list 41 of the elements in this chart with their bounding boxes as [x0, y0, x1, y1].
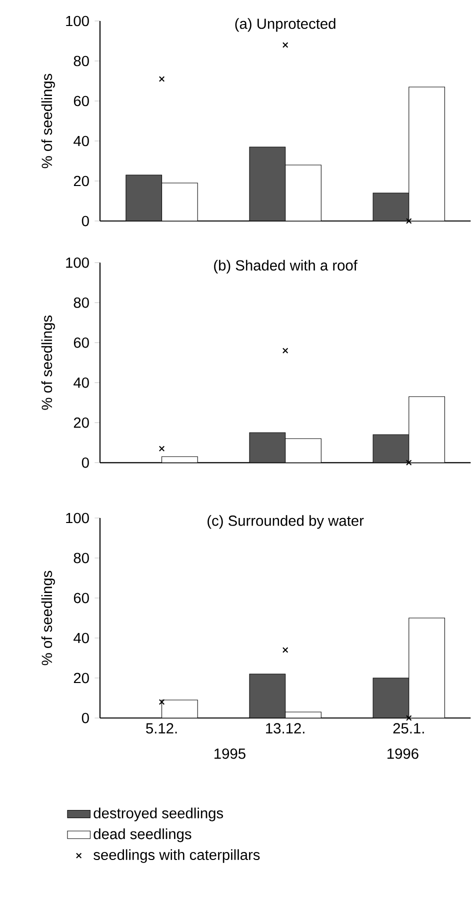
point [406, 460, 412, 466]
y-tick-label: 80 [74, 56, 89, 66]
y-tick-label: 20 [74, 176, 89, 186]
y-axis-title: % of seedlings [41, 74, 55, 168]
y-tick-label: 40 [74, 632, 89, 644]
y-axis-title: % of seedlings [41, 316, 55, 410]
x-tick-label: 5.12. [146, 723, 177, 734]
point [282, 42, 288, 48]
point [406, 218, 412, 224]
y-tick-label: 80 [74, 297, 89, 308]
y-tick-label: 100 [66, 257, 89, 268]
y-tick-label: 20 [74, 672, 89, 684]
legend-label: seedlings with caterpillars [94, 849, 260, 863]
y-tick-label: 40 [74, 377, 89, 388]
point [158, 446, 165, 452]
x-tick-label: 13.12. [266, 723, 304, 734]
legend-label: dead seedlings [94, 828, 192, 842]
chart-title: (a) Unprotected [235, 18, 336, 32]
y-tick-label: 40 [74, 136, 89, 146]
text: 1996 [388, 748, 418, 759]
point [282, 647, 288, 653]
point [158, 699, 165, 705]
y-tick-label: 60 [74, 592, 89, 604]
legend-label: destroyed seedlings [94, 808, 224, 822]
y-axis-title: % of seedlings [41, 570, 55, 666]
y-tick-label: 100 [66, 16, 89, 26]
y-tick-label: 60 [74, 96, 89, 106]
y-tick-label: 0 [82, 712, 89, 724]
chart-title: (c) Surrounded by water [208, 515, 364, 529]
point [406, 715, 412, 721]
point [282, 348, 288, 354]
chart-title: (b) Shaded with a roof [214, 260, 358, 274]
x-tick-label: 25.1. [393, 723, 424, 734]
point [158, 76, 165, 82]
text: 1995 [214, 748, 246, 759]
y-tick-label: 60 [74, 337, 89, 348]
y-tick-label: 0 [82, 216, 89, 226]
y-tick-label: 80 [74, 552, 89, 564]
y-tick-label: 100 [66, 512, 89, 524]
y-tick-label: 0 [82, 457, 89, 468]
y-tick-label: 20 [74, 417, 89, 428]
